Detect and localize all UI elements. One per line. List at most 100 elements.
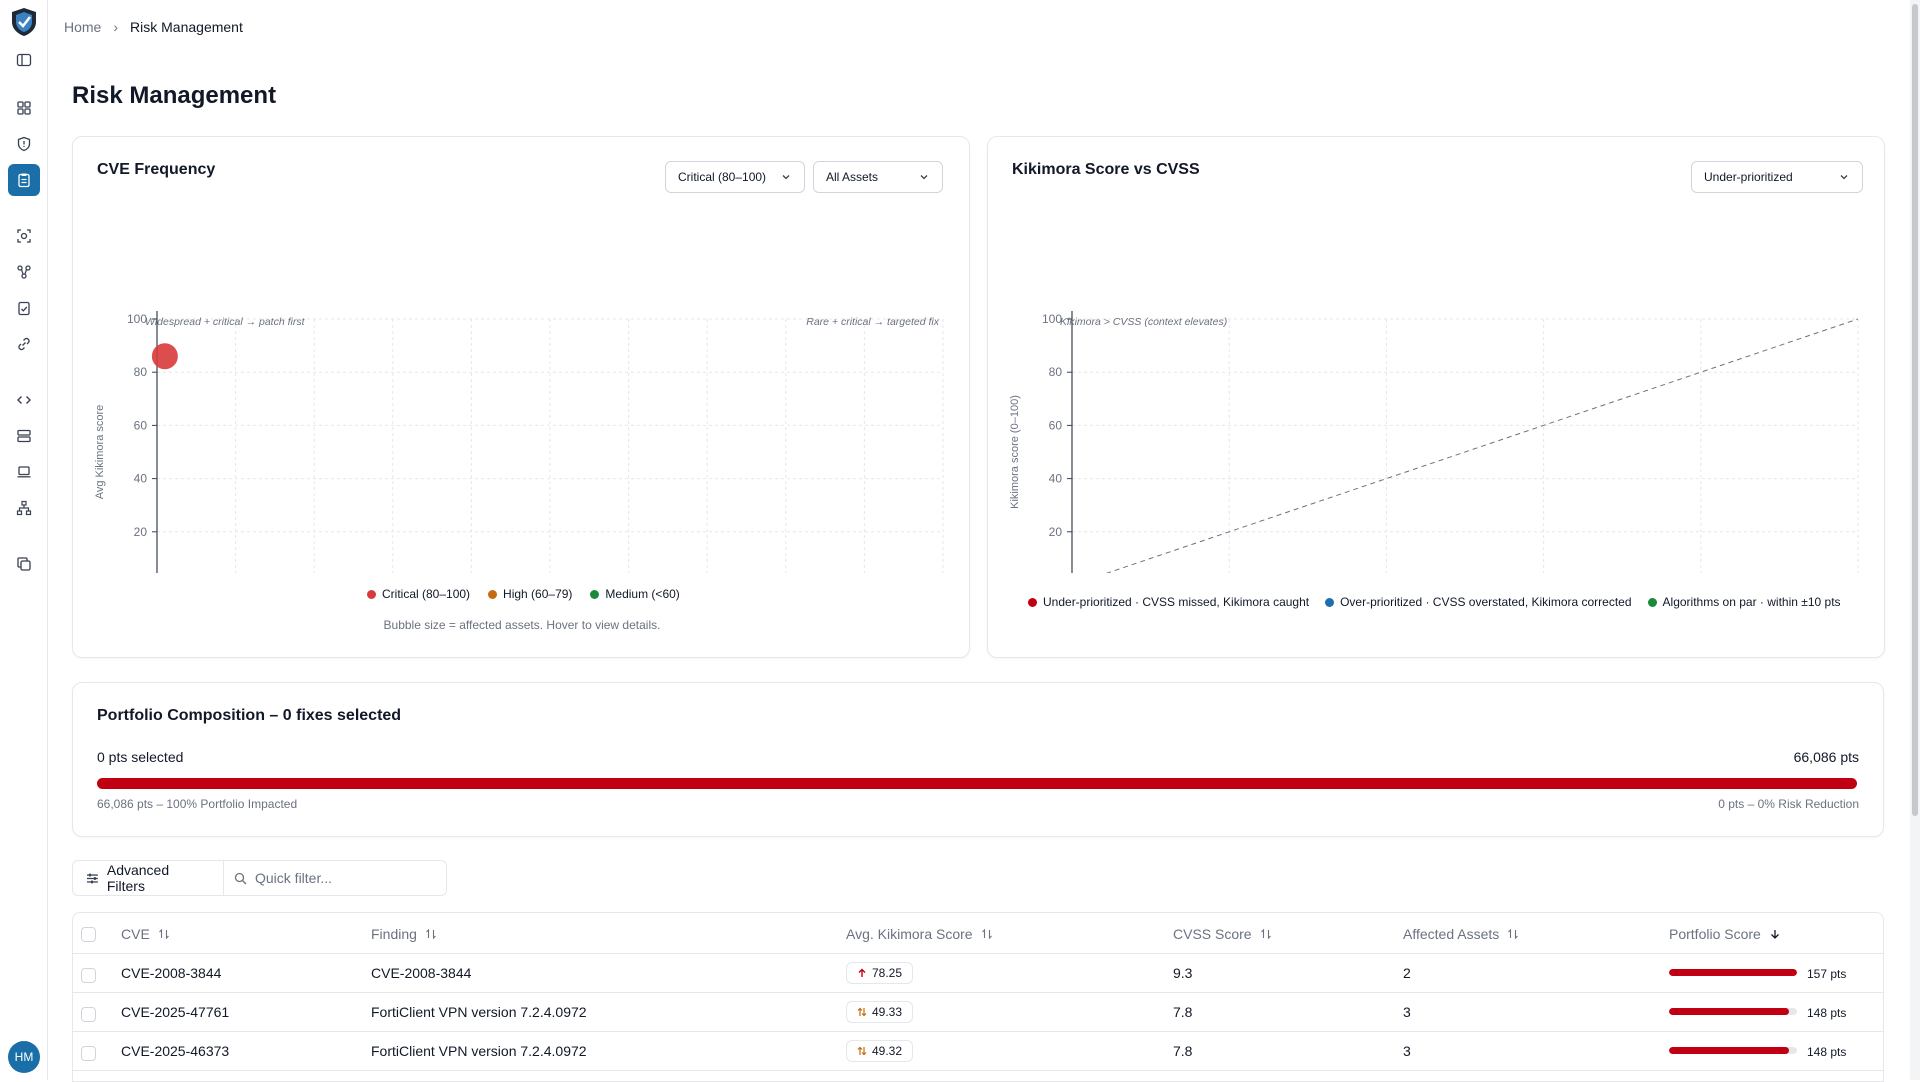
arrows-up-down-icon: [857, 1007, 867, 1017]
kikimora-vs-cvss-chart: 0.02.04.06.08.010.0020406080100CVSS scor…: [1009, 311, 1859, 573]
quadrant-label-top-right: Rare + critical → targeted fix: [806, 316, 940, 328]
legend-item-critical[interactable]: Critical (80–100): [367, 587, 470, 601]
table-row[interactable]: CVE-2025-46373 FortiClient VPN version 7…: [73, 1032, 1883, 1071]
row-checkbox[interactable]: [81, 1007, 96, 1022]
cve-id[interactable]: CVE-2008-3844: [121, 965, 222, 981]
legend-label: Algorithms on par · within ±10 pts: [1662, 595, 1841, 609]
breadcrumb-home[interactable]: Home: [64, 19, 102, 35]
sort-icon: [981, 928, 992, 940]
y-tick-label: 100: [127, 312, 147, 326]
y-tick-label: 40: [1049, 472, 1063, 486]
legend-item-on-par[interactable]: Algorithms on par · within ±10 pts: [1647, 595, 1841, 609]
arrow-up-icon: [858, 968, 866, 977]
sort-icon: [158, 928, 169, 940]
table-row[interactable]: CVE-2008-3844 CVE-2008-3844 78.25 9.3 2 …: [73, 954, 1883, 993]
quadrant-label-top-left: Widespread + critical → patch first: [145, 316, 306, 328]
row-checkbox[interactable]: [81, 1046, 96, 1061]
affected-assets: 2: [1403, 965, 1411, 981]
copy-icon[interactable]: [10, 550, 38, 578]
advanced-filters-button[interactable]: Advanced Filters: [72, 860, 224, 896]
graph-nodes-icon[interactable]: [10, 258, 38, 286]
clipboard-icon[interactable]: [8, 164, 40, 196]
network-icon[interactable]: [10, 494, 38, 522]
code-icon[interactable]: [10, 386, 38, 414]
kikimora-score-badge: 49.33: [846, 1001, 914, 1023]
cve-frequency-chart: 0102030405060708090100020406080100CVE oc…: [94, 311, 944, 573]
y-tick-label: 40: [134, 472, 148, 486]
portfolio-impacted-label: 66,086 pts – 100% Portfolio Impacted: [97, 797, 298, 811]
cve-frequency-legend: Critical (80–100) High (60–79) Medium (<…: [367, 587, 680, 601]
column-header-label: Finding: [371, 926, 417, 942]
bubble-size-note: Bubble size = affected assets. Hover to …: [383, 618, 661, 632]
quick-filter-field[interactable]: [223, 860, 447, 896]
column-header-portfolio-score[interactable]: Portfolio Score: [1669, 926, 1781, 942]
column-header-kikimora[interactable]: Avg. Kikimora Score: [846, 926, 993, 942]
chevron-down-icon: [920, 175, 928, 180]
chevron-down-icon: [782, 175, 790, 180]
sidebar: HM: [0, 0, 48, 1080]
legend-dot-critical: [367, 589, 376, 599]
legend-label: Over-prioritized · CVSS overstated, Kiki…: [1340, 595, 1632, 609]
prioritization-dropdown[interactable]: Under-prioritized: [1691, 161, 1863, 193]
column-header-cvss[interactable]: CVSS Score: [1173, 926, 1272, 942]
cve-id[interactable]: CVE-2025-47761: [121, 1004, 230, 1020]
y-tick-label: 60: [134, 418, 148, 432]
column-header-label: Affected Assets: [1403, 926, 1500, 942]
column-header-finding[interactable]: Finding: [371, 926, 437, 942]
scrollbar-thumb[interactable]: [1912, 4, 1918, 816]
page-scrollbar[interactable]: [1910, 0, 1920, 1080]
total-pts-label: 66,086 pts: [1793, 749, 1859, 765]
kikimora-score-badge: 49.32: [846, 1040, 914, 1062]
legend-item-over-prioritized[interactable]: Over-prioritized · CVSS overstated, Kiki…: [1325, 595, 1632, 609]
table-row[interactable]: CVE-2025-47761 FortiClient VPN version 7…: [73, 993, 1883, 1032]
search-icon: [234, 872, 247, 884]
quick-filter-input[interactable]: [255, 870, 435, 886]
column-header-cve[interactable]: CVE: [121, 926, 170, 942]
asset-dropdown[interactable]: All Assets: [813, 161, 943, 193]
avatar[interactable]: HM: [8, 1041, 40, 1073]
sidebar-toggle-icon[interactable]: [10, 46, 38, 74]
arrows-up-down-icon: [857, 1046, 867, 1056]
legend-item-medium[interactable]: Medium (<60): [590, 587, 680, 601]
sort-icon: [1508, 928, 1519, 940]
sort-icon: [1260, 928, 1271, 940]
legend-label: Medium (<60): [605, 587, 680, 601]
legend-item-under-prioritized[interactable]: Under-prioritized · CVSS missed, Kikimor…: [1028, 595, 1309, 609]
severity-dropdown[interactable]: Critical (80–100): [665, 161, 805, 193]
portfolio-score-bar: [1669, 969, 1797, 976]
y-tick-label: 100: [1042, 312, 1062, 326]
cve-id[interactable]: CVE-2025-46373: [121, 1043, 230, 1059]
chevron-down-icon: [1840, 175, 1848, 180]
kikimora-legend: Under-prioritized · CVSS missed, Kikimor…: [1028, 595, 1841, 609]
laptop-icon[interactable]: [10, 458, 38, 486]
finding: FortiClient VPN version 7.2.4.0972: [371, 1043, 587, 1059]
legend-dot-on-par: [1647, 597, 1657, 607]
column-header-affected-assets[interactable]: Affected Assets: [1403, 926, 1519, 942]
kikimora-score: 49.33: [872, 1005, 903, 1019]
scan-icon[interactable]: [10, 222, 38, 250]
legend-dot-medium: [590, 589, 600, 599]
legend-label: Under-prioritized · CVSS missed, Kikimor…: [1043, 595, 1310, 609]
link-icon[interactable]: [10, 330, 38, 358]
clipboard-check-icon[interactable]: [10, 294, 38, 322]
dashboard-icon[interactable]: [10, 94, 38, 122]
cvss-score: 7.8: [1173, 1004, 1193, 1020]
asset-dropdown-value: All Assets: [826, 170, 879, 184]
logo-shield-icon[interactable]: [9, 6, 39, 38]
row-checkbox[interactable]: [81, 968, 96, 983]
shield-icon[interactable]: [10, 130, 38, 158]
cvss-score: 7.8: [1173, 1043, 1193, 1059]
main-content: Home › Risk Management Risk Management C…: [48, 0, 1910, 1082]
y-axis-label: Avg Kikimora score: [94, 405, 106, 500]
affected-assets: 3: [1403, 1043, 1411, 1059]
page-title: Risk Management: [72, 82, 277, 109]
legend-dot-under: [1028, 597, 1037, 607]
cvss-score: 9.3: [1173, 965, 1193, 981]
select-all-checkbox[interactable]: [81, 927, 96, 942]
cve-frequency-title: CVE Frequency: [97, 161, 216, 178]
legend-item-high[interactable]: High (60–79): [488, 587, 572, 601]
server-icon[interactable]: [10, 422, 38, 450]
portfolio-score-bar: [1669, 1047, 1797, 1054]
risk-reduction-label: 0 pts – 0% Risk Reduction: [1718, 797, 1859, 811]
finding: CVE-2008-3844: [371, 965, 472, 981]
